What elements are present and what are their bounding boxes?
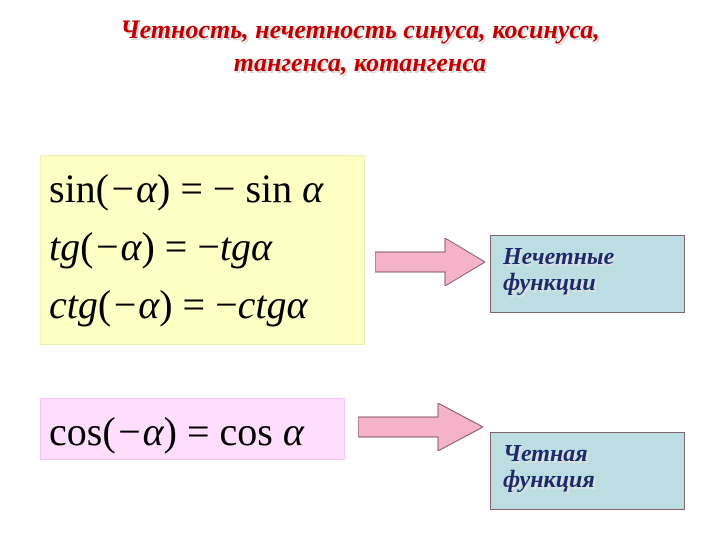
- formula-tg: tg(−α) = −tgα: [49, 218, 356, 276]
- formula-sin: sin(−α) = − sin α: [49, 160, 356, 218]
- formula-ctg: ctg(−α) = −ctgα: [49, 276, 356, 334]
- page-title: Четность, нечетность синуса, косинуса, т…: [0, 14, 720, 79]
- title-line1: Четность, нечетность синуса, косинуса,: [120, 15, 600, 44]
- odd-functions-box: sin(−α) = − sin α tg(−α) = −tgα ctg(−α) …: [40, 155, 365, 345]
- odd-label-box: Нечетные функции Нечетные функции: [490, 235, 685, 313]
- even-function-box: cos(−α) = cos α: [40, 398, 345, 460]
- arrow-odd: [375, 238, 485, 286]
- arrow-even: [358, 403, 483, 451]
- title-line2: тангенса, котангенса: [234, 48, 486, 77]
- odd-label-text: Нечетные функции: [503, 244, 614, 297]
- even-label-text: Четная функция: [503, 441, 595, 494]
- formula-cos: cos(−α) = cos α: [49, 403, 336, 461]
- even-label-box: Четная функция Четная функция: [490, 432, 685, 510]
